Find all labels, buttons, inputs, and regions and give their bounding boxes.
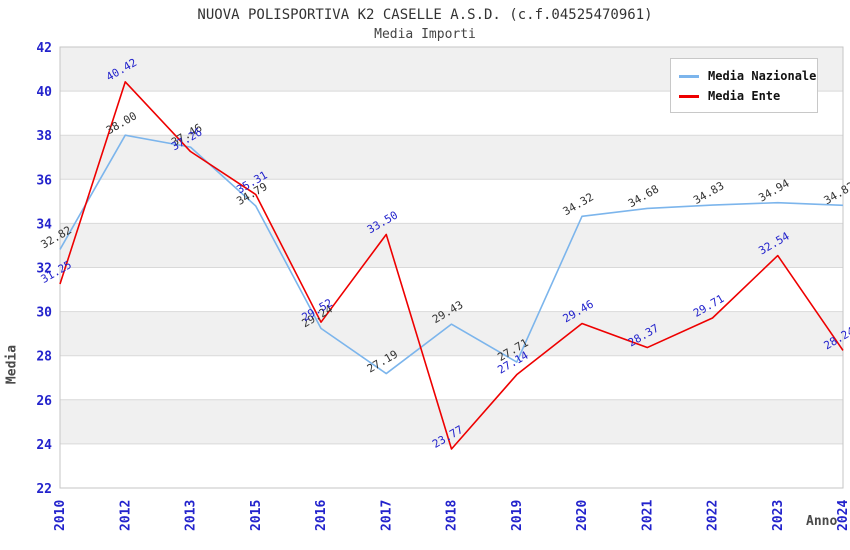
x-tick-label: 2020 xyxy=(575,500,590,531)
series-line-media-ente xyxy=(59,81,844,450)
y-tick-label: 42 xyxy=(36,41,52,56)
x-tick-label: 2010 xyxy=(53,500,68,531)
legend-item-media-nazionale: Media Nazionale xyxy=(679,66,816,86)
y-tick-label: 36 xyxy=(36,173,52,188)
x-tick-label: 2012 xyxy=(118,500,133,531)
y-tick-label: 26 xyxy=(36,394,52,409)
x-axis-title: Anno xyxy=(806,514,838,529)
y-tick-label: 30 xyxy=(36,306,52,321)
plot-frame xyxy=(59,46,844,489)
x-tick-label: 2016 xyxy=(314,500,329,531)
y-tick-label: 24 xyxy=(36,438,52,453)
x-tick-label: 2017 xyxy=(379,500,394,531)
plot-band xyxy=(60,399,843,444)
x-tick-label: 2023 xyxy=(771,500,786,531)
x-tick-label: 2015 xyxy=(249,500,264,531)
legend-marker-line-icon xyxy=(679,74,699,78)
x-tick-label: 2013 xyxy=(184,500,199,531)
legend: Media Nazionale Media Ente xyxy=(670,58,818,113)
y-tick-label: 32 xyxy=(36,262,52,277)
plot-band xyxy=(60,179,843,224)
legend-label: Media Ente xyxy=(708,89,781,103)
chart-subtitle: Media Importi xyxy=(374,27,476,42)
legend-marker-line-icon xyxy=(679,94,699,98)
legend-label: Media Nazionale xyxy=(708,69,817,83)
y-axis-title: Media xyxy=(4,344,20,385)
legend-item-media-ente: Media Ente xyxy=(679,86,811,106)
y-tick-label: 22 xyxy=(36,482,52,497)
x-tick-label: 2022 xyxy=(706,500,721,531)
plot-band xyxy=(60,355,843,400)
plot-band xyxy=(60,267,843,312)
plot-band xyxy=(60,443,843,488)
y-tick-label: 34 xyxy=(36,217,52,232)
series-line-media-nazionale xyxy=(59,134,844,375)
plot-band xyxy=(60,223,843,268)
x-tick-label: 2021 xyxy=(640,500,655,531)
x-tick-label: 2019 xyxy=(510,500,525,531)
x-tick-label: 2024 xyxy=(836,500,850,531)
plot-band xyxy=(60,135,843,180)
plot-band xyxy=(60,311,843,356)
chart-title: NUOVA POLISPORTIVA K2 CASELLE A.S.D. (c.… xyxy=(197,7,653,23)
y-tick-label: 28 xyxy=(36,350,52,365)
y-tick-label: 38 xyxy=(36,129,52,144)
y-tick-label: 40 xyxy=(36,85,52,100)
x-tick-label: 2018 xyxy=(445,500,460,531)
